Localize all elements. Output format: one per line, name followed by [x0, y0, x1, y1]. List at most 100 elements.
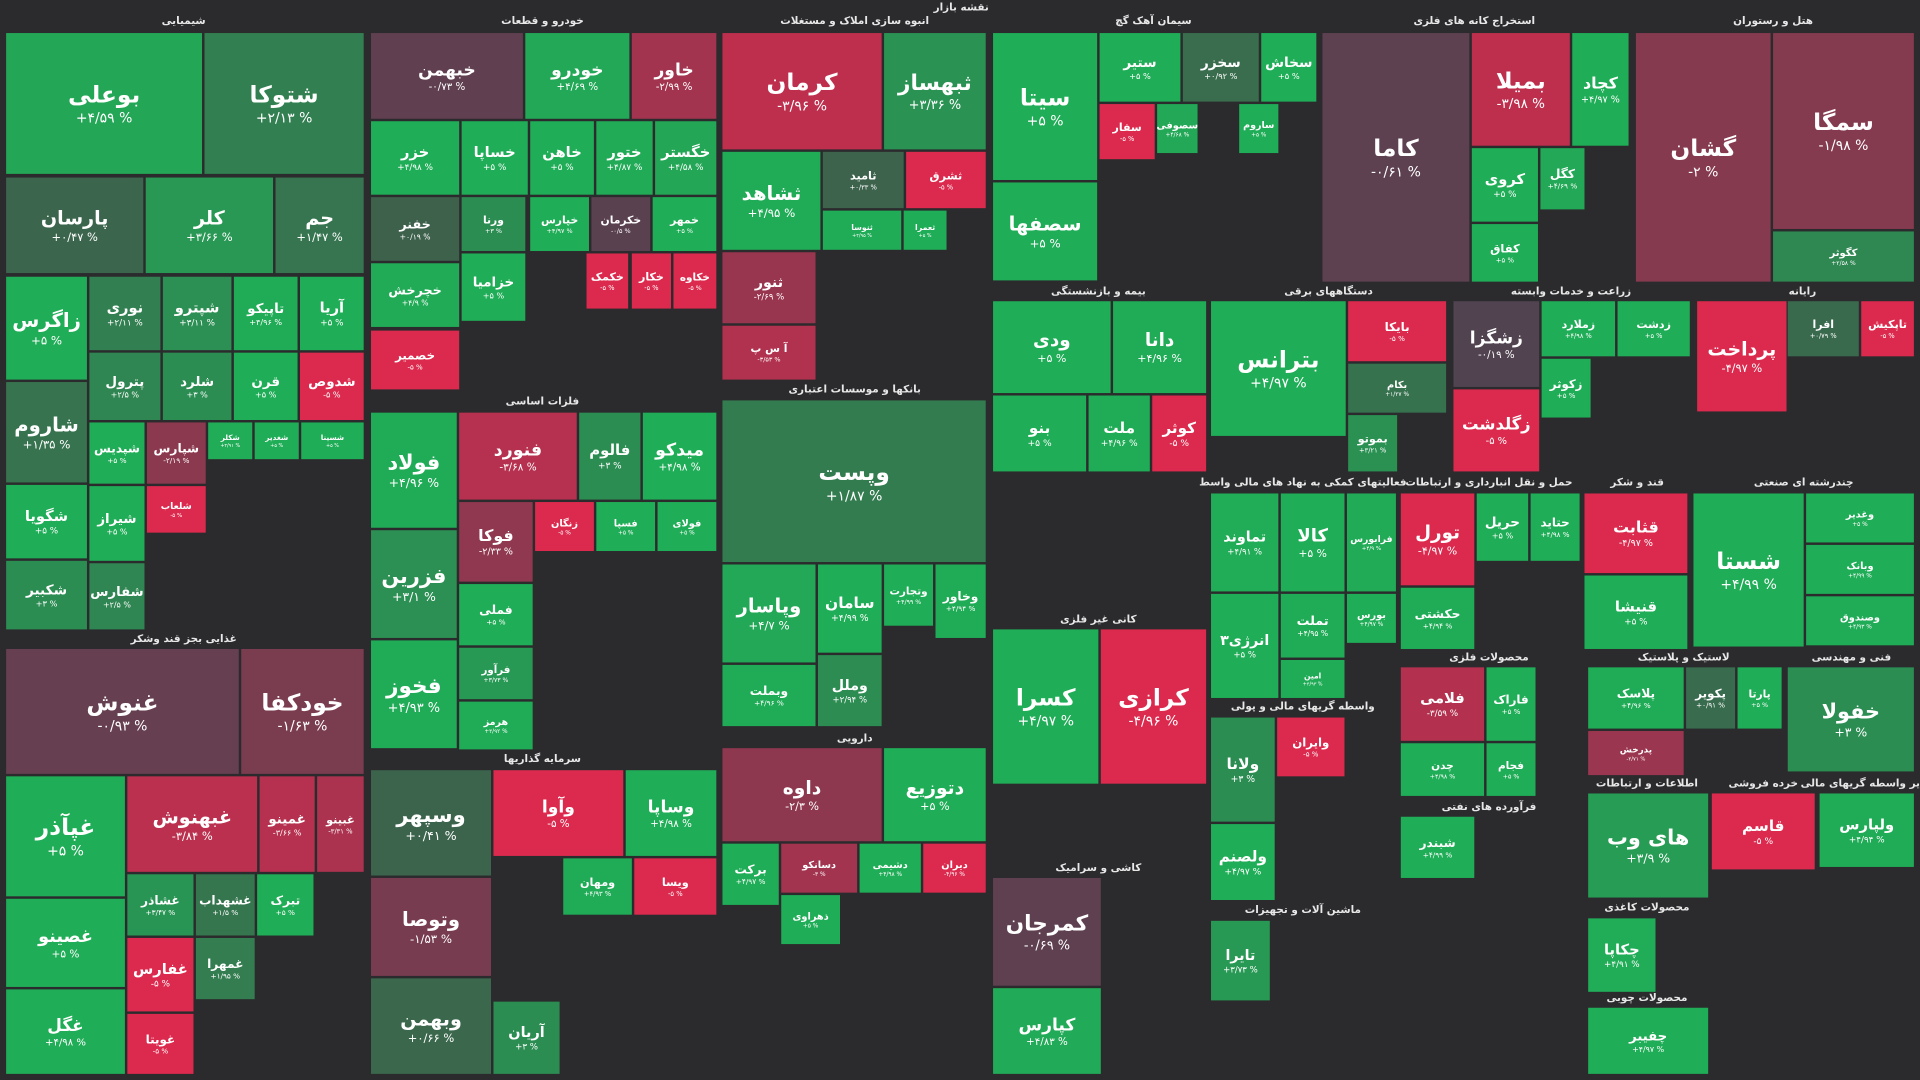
stock-name: تملت [1297, 614, 1329, 629]
stock-change: +۴/۵۹ % [76, 111, 133, 127]
stock-name: فوکا [478, 526, 514, 545]
stock-tile [530, 121, 594, 195]
stock-name: شدوص [308, 375, 355, 390]
stock-tile [6, 989, 125, 1074]
stock-name: بمیلا [1496, 68, 1546, 94]
stock-change: -۳/۳۱ % [328, 827, 353, 835]
sector-title: محصولات فلزی [1449, 652, 1529, 664]
stock-tile [1261, 33, 1317, 102]
stock-tile [241, 648, 364, 774]
stock-change: +۴/۹۷ % [1224, 867, 1261, 877]
stock-tile [6, 276, 87, 380]
sector-title: انبوه سازی املاک و مستغلات [780, 15, 929, 27]
stock-name: وبهمن [400, 1007, 462, 1030]
sector-title: استخراج کانه های فلزی [1413, 15, 1535, 27]
stock-change: -۰/۵ % [611, 227, 631, 235]
stock-name: کلر [193, 207, 226, 230]
stock-change: +۴/۹۳ % [584, 890, 612, 898]
stock-tile [1100, 629, 1207, 784]
stock-change: +۵ % [52, 948, 80, 960]
stock-change: -۳/۹۶ % [777, 98, 827, 114]
stock-change: +۳/۷۳ % [483, 677, 508, 684]
stock-tile [722, 33, 882, 150]
stock-change: +۴/۹۳ % [388, 701, 440, 716]
stock-change: +۴/۵۸ % [668, 163, 704, 173]
stock-name: بوعلی [68, 81, 140, 108]
stock-name: خپارس [541, 214, 578, 227]
sector-title: واسطه گریهای مالی و پولی [1231, 700, 1375, 713]
stock-name: وتجارت [889, 586, 927, 598]
sector-title: فعالیتهای کمکی به نهاد های مالی واسط [1199, 476, 1406, 488]
stock-name: وسپهر [395, 802, 465, 827]
stock-tile [591, 197, 651, 252]
stock-name: غمینو [267, 813, 305, 828]
stock-change: +۵ % [679, 530, 695, 536]
stock-name: غبهنوش [152, 805, 232, 828]
stock-change: +۴/۷ % [748, 619, 789, 633]
stock-tile [993, 988, 1101, 1074]
stock-tile [1635, 33, 1771, 282]
stock-change: -۵ % [407, 363, 423, 372]
stock-change: +۵ % [1645, 332, 1662, 340]
sector-title: فلزات اساسی [506, 396, 580, 408]
stock-tile [993, 301, 1111, 394]
stock-name: کپارس [1019, 1015, 1076, 1035]
stock-tile [89, 276, 161, 351]
stock-tile [1280, 493, 1345, 592]
stock-tile [1239, 104, 1279, 154]
stock-tile [257, 874, 314, 936]
stock-tile [781, 895, 840, 945]
stock-tile [204, 33, 364, 174]
stock-name: کگل [1550, 166, 1576, 181]
stock-tile [1617, 301, 1690, 357]
stock-name: زنگان [551, 517, 578, 529]
sector-title: شیمیایی [162, 15, 206, 27]
stock-tile [371, 197, 460, 261]
stock-tile [1486, 743, 1536, 796]
stock-name: شسینا [321, 433, 344, 442]
stock-name: فزرین [381, 564, 446, 588]
stock-change: +۵ % [1028, 439, 1052, 449]
stock-tile [579, 412, 641, 500]
stock-tile [625, 770, 717, 856]
stock-tile [146, 422, 206, 484]
stock-tile [1697, 301, 1787, 412]
stock-change: +۴/۹۷ % [1360, 622, 1384, 628]
stock-name: ثبهساز [897, 71, 972, 96]
stock-name: آریا [320, 299, 345, 317]
stock-tile [634, 858, 717, 915]
stock-tile [923, 843, 986, 893]
stock-name: بکام [1387, 380, 1407, 391]
stock-tile [371, 978, 492, 1074]
stock-tile [275, 177, 364, 274]
sector-title: محصولات کاغذی [1604, 901, 1689, 913]
stock-name: سمگا [1813, 108, 1874, 136]
stock-tile [859, 843, 921, 893]
stock-name: فرآور [480, 663, 510, 676]
stock-change: -۱/۶۳ % [278, 719, 328, 735]
stock-name: کرمان [767, 69, 838, 96]
stock-change: +۴/۹۸ % [650, 818, 692, 830]
stock-change: +۲/۵۸ % [1831, 260, 1856, 267]
stock-tile [461, 197, 526, 252]
stock-tile [371, 770, 492, 876]
stock-tile [993, 629, 1099, 784]
stock-change: +۴/۶۹ % [1548, 182, 1578, 191]
stock-name: تاپیکو [246, 301, 284, 317]
stock-change: -۳/۵۳ % [757, 356, 780, 364]
stock-name: خکرمان [601, 214, 642, 227]
stock-name: آریان [508, 1023, 545, 1041]
stock-name: حکشتی [1415, 607, 1461, 621]
stock-tile [1088, 395, 1150, 472]
stock-name: کرازی [1118, 684, 1189, 711]
stock-change: -۱/۹۸ % [1819, 138, 1869, 154]
stock-change: -۲ % [1688, 164, 1718, 180]
stock-name: دسانکو [801, 860, 836, 871]
stock-tile [459, 647, 533, 700]
stock-tile [722, 252, 816, 324]
stock-name: داوه [783, 778, 821, 799]
stock-name: بنو [1028, 419, 1050, 437]
stock-name: کروی [1485, 171, 1526, 188]
stock-name: دشیمی [873, 860, 908, 871]
stock-name: وصندوق [1840, 613, 1880, 624]
